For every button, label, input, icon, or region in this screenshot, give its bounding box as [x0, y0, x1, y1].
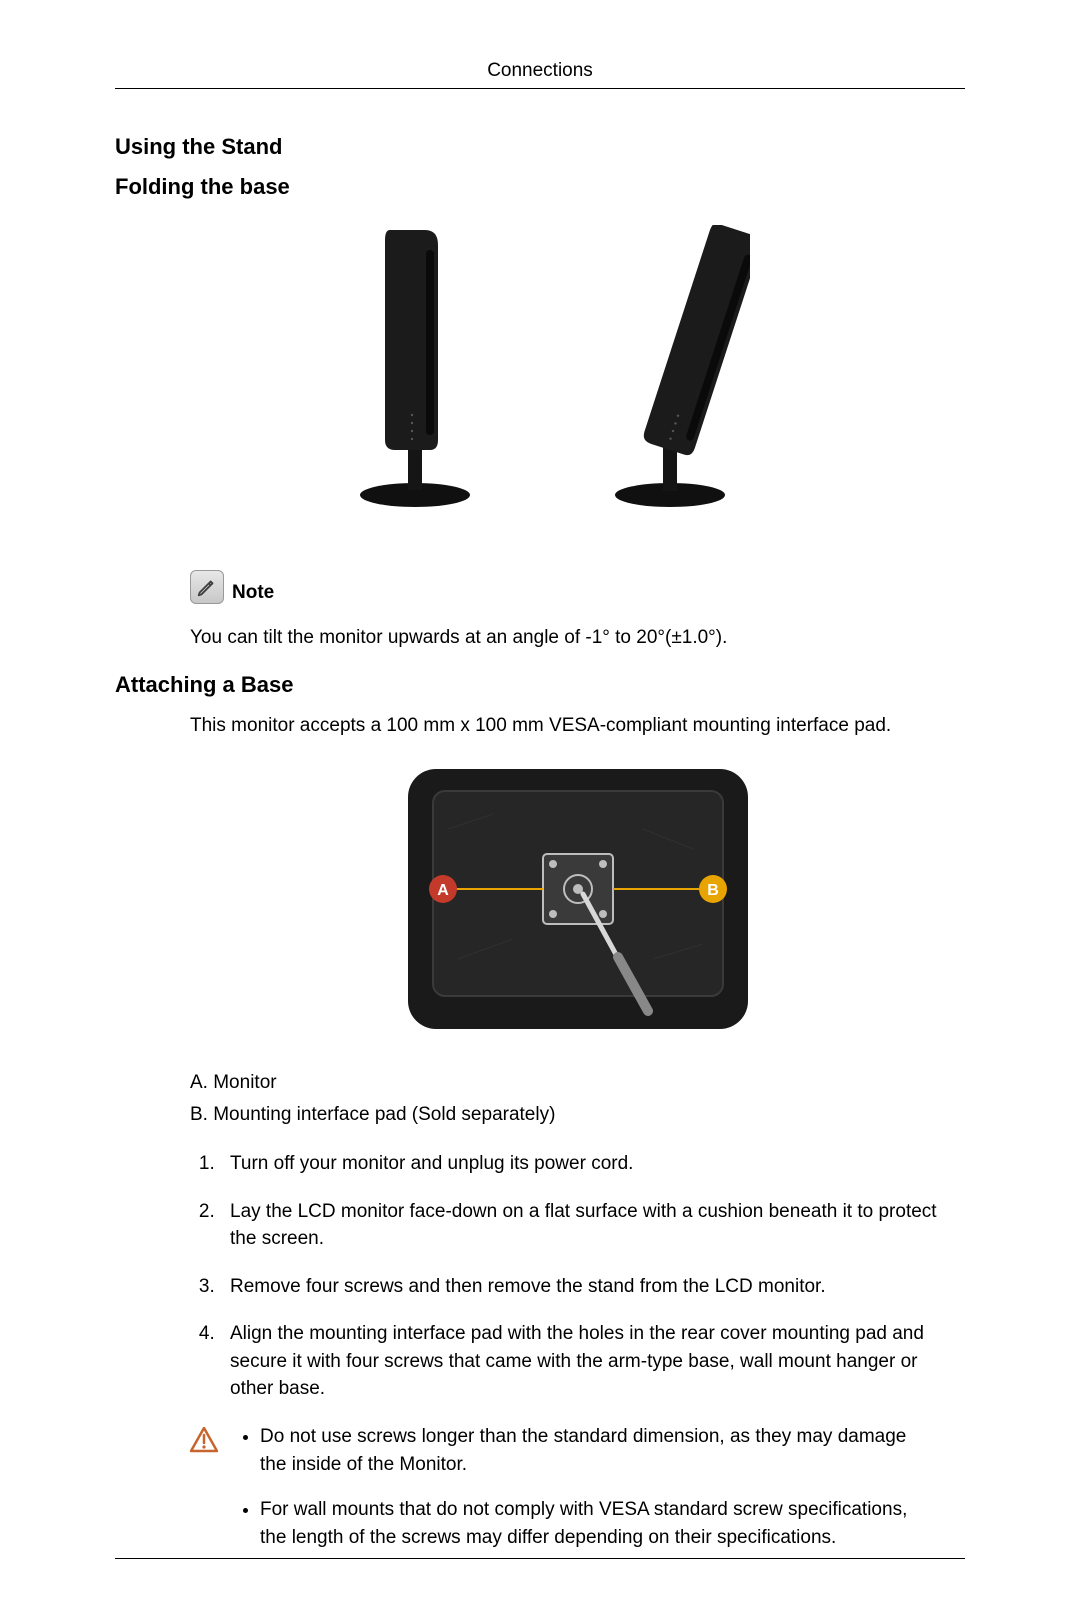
heading-using-stand: Using the Stand	[115, 134, 965, 160]
step-item: Remove four screws and then remove the s…	[220, 1273, 965, 1301]
warning-block: Do not use screws longer than the standa…	[190, 1423, 965, 1569]
heading-folding-base: Folding the base	[115, 174, 965, 200]
heading-attaching-base: Attaching a Base	[115, 672, 965, 698]
warning-item: For wall mounts that do not comply with …	[260, 1496, 920, 1551]
tilt-monitor-upright-icon	[330, 225, 500, 515]
steps-list: Turn off your monitor and unplug its pow…	[190, 1150, 965, 1403]
vesa-label-a: A	[437, 882, 449, 899]
note-row: Note	[190, 570, 965, 604]
vesa-label-b: B	[707, 882, 719, 899]
attaching-base-intro: This monitor accepts a 100 mm x 100 mm V…	[190, 712, 965, 740]
step-item: Align the mounting interface pad with th…	[220, 1320, 965, 1403]
warning-item: Do not use screws longer than the standa…	[260, 1423, 920, 1478]
step-item: Turn off your monitor and unplug its pow…	[220, 1150, 965, 1178]
tilt-monitor-angled-icon	[560, 225, 750, 515]
note-icon	[190, 570, 224, 604]
vesa-legend: A. Monitor B. Mounting interface pad (So…	[190, 1069, 965, 1128]
step-item: Lay the LCD monitor face-down on a flat …	[220, 1198, 965, 1253]
warning-icon	[190, 1440, 218, 1457]
page-header: Connections	[115, 60, 965, 89]
footer-rule	[115, 1558, 965, 1559]
note-label: Note	[232, 582, 274, 604]
vesa-legend-b: B. Mounting interface pad (Sold separate…	[190, 1101, 965, 1129]
vesa-legend-a: A. Monitor	[190, 1069, 965, 1097]
note-text: You can tilt the monitor upwards at an a…	[190, 624, 965, 652]
vesa-figure: A B	[190, 759, 965, 1039]
tilt-figure	[115, 225, 965, 515]
